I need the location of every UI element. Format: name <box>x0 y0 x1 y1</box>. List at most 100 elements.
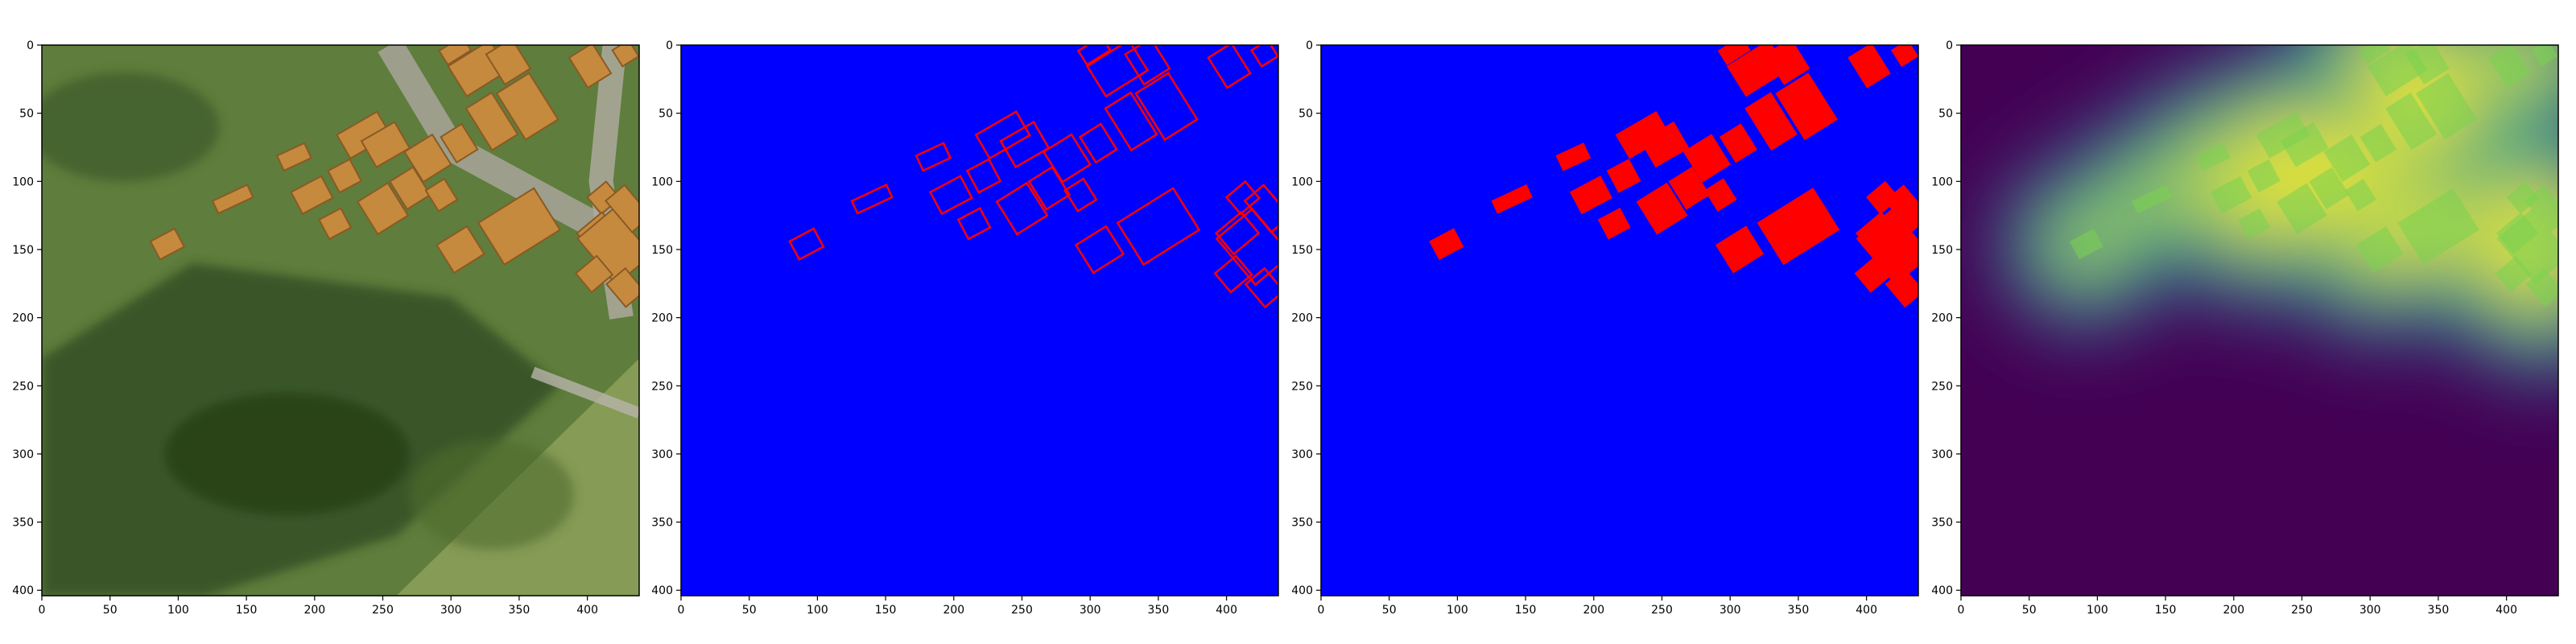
y-tick-label: 50 <box>1938 108 1953 121</box>
heat-core <box>2355 226 2404 273</box>
x-tick-label: 400 <box>576 604 598 617</box>
x-tick-label: 50 <box>742 604 757 617</box>
building-outline <box>1085 45 1150 98</box>
roof <box>356 182 410 236</box>
building-outline <box>1215 207 1278 287</box>
x-tick-label: 150 <box>1515 604 1537 617</box>
x-tick-label: 200 <box>303 604 325 617</box>
roof <box>290 175 334 215</box>
panel-filled-mask: 0 50 100 150 200 250 300 350 400 0 50 100 150 200 250 3… <box>1291 39 1919 617</box>
building-outline <box>1214 210 1261 256</box>
y-tick-label: 150 <box>651 244 673 257</box>
roof <box>605 266 639 308</box>
building-outline <box>956 207 992 241</box>
y-tick-label: 100 <box>651 175 673 188</box>
y-tick-label: 400 <box>12 584 34 597</box>
x-tick-label: 300 <box>440 604 462 617</box>
building-mask <box>1597 208 1631 240</box>
roof <box>574 254 614 294</box>
building-outline <box>1207 45 1252 89</box>
heat-core <box>2495 255 2532 292</box>
heat-core <box>2405 45 2450 85</box>
y-tick-label: 250 <box>1291 380 1313 393</box>
x-tick-label: 50 <box>1382 604 1397 617</box>
roofs <box>149 45 639 308</box>
roof <box>149 227 186 261</box>
building-outline <box>974 109 1031 160</box>
building-outline <box>965 158 1002 194</box>
y-tick-label: 250 <box>12 380 34 393</box>
roof <box>438 45 473 66</box>
y-tick-label: 200 <box>1931 312 1953 325</box>
axes-frame <box>1960 44 2559 597</box>
y-tick-label: 250 <box>651 380 673 393</box>
heat-core <box>2238 208 2270 239</box>
y-tick-label: 300 <box>1291 448 1313 461</box>
building-outline <box>850 183 894 215</box>
y-tick-label: 100 <box>12 175 34 188</box>
building-mask <box>1682 134 1731 183</box>
building-outline <box>1243 184 1278 234</box>
panels: 0 50 100 150 200 250 300 350 400 0 50 100 150 200 250 3… <box>12 39 2559 617</box>
building-outline <box>1116 187 1201 266</box>
y-tick-label: 0 <box>1946 39 1953 52</box>
x-tick-label: 250 <box>1011 604 1033 617</box>
x-tick-label: 350 <box>1788 604 1810 617</box>
building-outline <box>1027 165 1071 211</box>
building-mask <box>1847 45 1891 89</box>
x-tick-label: 250 <box>2291 604 2313 617</box>
building-mask <box>1569 175 1612 215</box>
roof <box>424 177 459 213</box>
roof <box>275 142 312 172</box>
axes-frame <box>680 44 1279 597</box>
building-mask <box>1719 123 1757 163</box>
building-outline <box>1104 91 1158 152</box>
x-tick-label: 300 <box>1719 604 1741 617</box>
building-mask <box>1704 178 1737 212</box>
y-tick-label: 350 <box>1931 517 1953 530</box>
heat-core <box>2416 72 2478 140</box>
building-mask <box>1885 267 1918 308</box>
x-tick-label: 400 <box>1856 604 1877 617</box>
building-outline <box>1078 122 1118 164</box>
roof <box>485 45 532 86</box>
building-mask <box>1491 184 1533 214</box>
building-outline <box>928 175 973 216</box>
heat-core <box>2397 188 2479 265</box>
y-tick-label: 300 <box>1931 448 1953 461</box>
y-tick-label: 100 <box>1291 175 1313 188</box>
roof <box>604 184 639 233</box>
building-mask <box>1429 228 1464 260</box>
building-outline <box>1213 254 1253 294</box>
x-tick-label: 100 <box>2087 604 2108 617</box>
x-tick-label: 100 <box>1447 604 1468 617</box>
panel-distance-heatmap: 0 50 100 150 200 250 300 350 400 0 50 100 150 200 250 3… <box>1931 39 2559 617</box>
x-tick-label: 400 <box>2496 604 2517 617</box>
x-tick-label: 300 <box>2359 604 2381 617</box>
building-outline <box>995 181 1049 236</box>
y-tick-label: 350 <box>1291 517 1313 530</box>
x-tick-label: 200 <box>943 604 964 617</box>
heat-core <box>2385 93 2437 151</box>
building-outline <box>1074 225 1125 275</box>
y-tick-label: 50 <box>658 108 673 121</box>
vegetation <box>42 72 574 596</box>
heat-core <box>2323 134 2371 182</box>
building-mask <box>1715 225 1765 274</box>
roof <box>318 207 353 241</box>
heat-core <box>2358 45 2391 65</box>
heat-core <box>2496 208 2558 285</box>
building-mask <box>1555 142 1591 171</box>
x-tick-label: 200 <box>1583 604 1604 617</box>
building-outline <box>1244 266 1278 309</box>
roof <box>403 133 452 184</box>
building-mask <box>1884 184 1918 233</box>
y-tick-label: 200 <box>1291 312 1313 325</box>
building-mask <box>1636 182 1688 235</box>
x-tick-label: 300 <box>1080 604 1101 617</box>
axes: 0 50 100 150 200 250 300 350 400 0 50 100 150 200 250 3… <box>1931 39 2517 617</box>
panel-image <box>42 45 639 596</box>
panel-image <box>1961 45 2558 596</box>
y-tick-label: 50 <box>1298 108 1313 121</box>
